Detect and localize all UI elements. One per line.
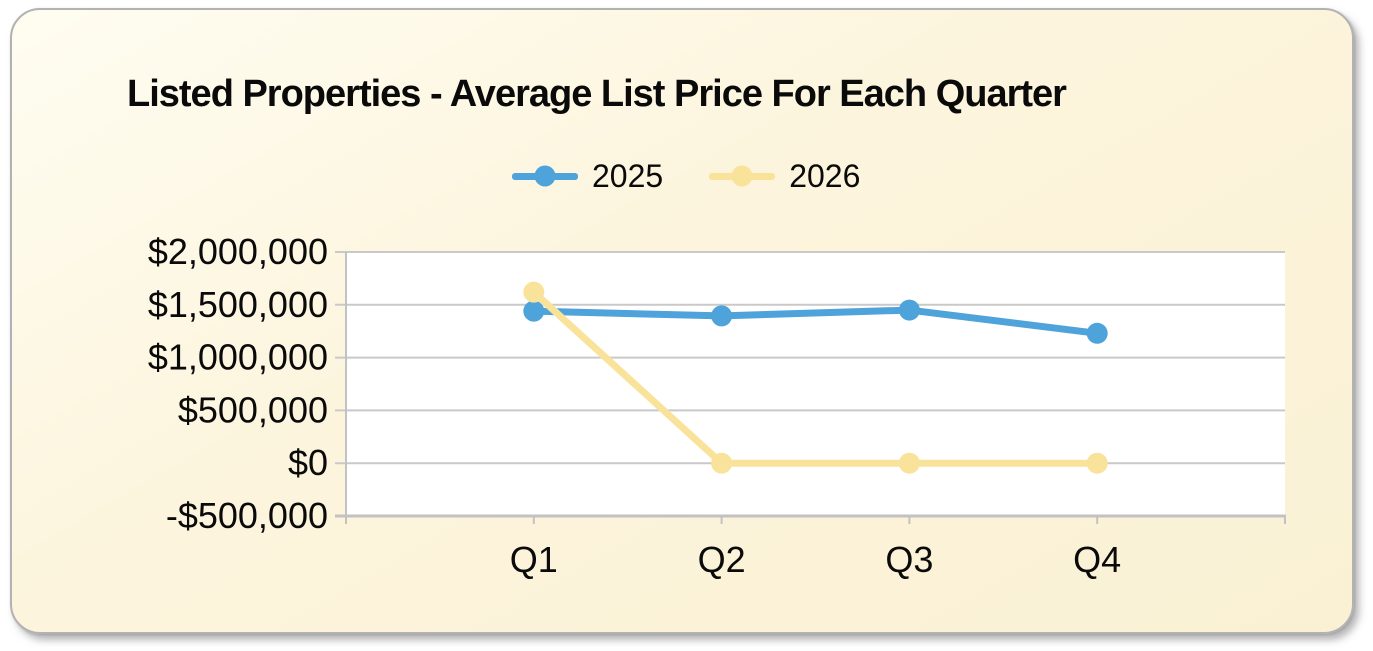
legend-item-2025: 2025 [512, 160, 663, 192]
legend-dot-2025-icon [534, 165, 556, 187]
chart-legend: 2025 2026 [512, 160, 860, 192]
legend-item-2026: 2026 [709, 160, 860, 192]
legend-marker-2026-icon [709, 165, 776, 187]
chart-title: Listed Properties - Average List Price F… [127, 73, 1067, 115]
legend-label-2026: 2026 [789, 158, 861, 194]
legend-dot-2026-icon [731, 165, 753, 187]
legend-label-2025: 2025 [592, 158, 664, 194]
chart-card: Listed Properties - Average List Price F… [10, 8, 1354, 634]
legend-marker-2025-icon [512, 165, 578, 187]
